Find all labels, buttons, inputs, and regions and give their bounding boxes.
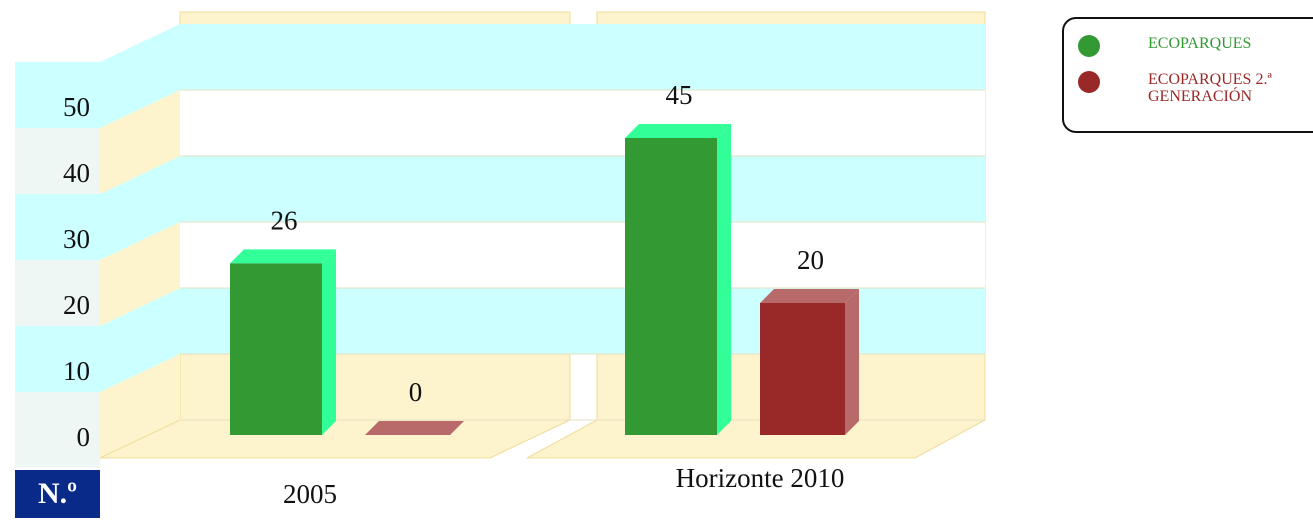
floor (99, 419, 571, 459)
bar-top (230, 249, 336, 264)
bar-side (322, 249, 336, 435)
bar-top (365, 421, 464, 435)
band-side (100, 90, 180, 194)
axis-column (15, 62, 100, 468)
band-axis (15, 194, 100, 260)
floor (526, 419, 986, 459)
band-side (100, 288, 180, 392)
bar-top (760, 289, 859, 303)
bar (230, 263, 322, 435)
bar (625, 138, 717, 435)
band (180, 90, 985, 156)
band (180, 24, 985, 90)
data-label: 20 (797, 245, 824, 275)
y-tick-label: 30 (63, 224, 90, 254)
band-side (100, 156, 180, 260)
legend: ECOPARQUES ECOPARQUES 2.ª GENERACIÓN (1062, 17, 1313, 133)
bar-side (845, 289, 859, 435)
data-label: 26 (271, 206, 298, 236)
data-label: 0 (409, 377, 423, 407)
legend-item: ECOPARQUES 2.ª GENERACIÓN (1078, 71, 1298, 105)
band (180, 156, 985, 222)
bar-top (625, 124, 731, 138)
legend-item: ECOPARQUES (1078, 35, 1298, 57)
bar (760, 303, 845, 435)
y-tick-label: 20 (63, 290, 90, 320)
y-tick-label: 0 (77, 422, 91, 452)
legend-label: ECOPARQUES 2.ª GENERACIÓN (1148, 71, 1272, 105)
x-tick-label: 2005 (283, 479, 337, 509)
band-axis (15, 62, 100, 128)
y-tick-label: 50 (63, 92, 90, 122)
x-tick-label: Horizonte 2010 (675, 463, 845, 493)
legend-swatch (1078, 35, 1100, 57)
legend-swatch (1078, 71, 1100, 93)
band-side (100, 24, 180, 128)
data-label: 45 (666, 80, 693, 110)
band-axis (15, 326, 100, 392)
y-tick-label: 10 (63, 356, 90, 386)
bar-side (717, 124, 731, 435)
band-side (100, 222, 180, 326)
y-axis-label: N.º (15, 470, 100, 518)
y-tick-label: 40 (63, 158, 90, 188)
legend-label: ECOPARQUES (1148, 35, 1252, 52)
